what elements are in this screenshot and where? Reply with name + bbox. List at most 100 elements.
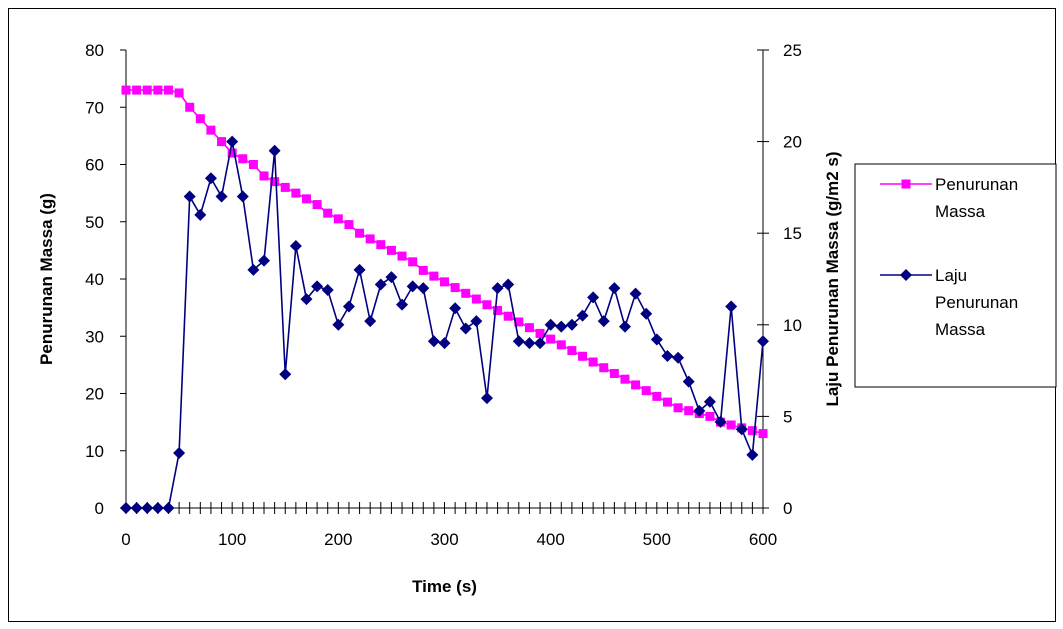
- data-point: [900, 269, 912, 281]
- data-point: [757, 335, 769, 348]
- data-point: [524, 323, 534, 333]
- data-point: [355, 228, 365, 238]
- data-point: [397, 251, 407, 261]
- data-point: [162, 502, 175, 514]
- data-point: [461, 288, 471, 298]
- data-point: [682, 375, 695, 388]
- legend: Penurunan Massa Laju Penurunan Massa: [854, 163, 1057, 388]
- data-point: [300, 293, 313, 306]
- data-point: [183, 190, 196, 203]
- data-point: [333, 214, 343, 224]
- axes: 0 100 200 300 400 500 600 0 10 20 30 40 50 60 70 80 0 5 10…: [85, 41, 802, 549]
- x-tick-label: 600: [749, 530, 777, 549]
- y2-tick-label: 10: [783, 316, 802, 335]
- data-point: [386, 245, 396, 255]
- data-point: [661, 349, 674, 362]
- data-point: [735, 423, 748, 436]
- y-tick-label: 50: [85, 213, 104, 232]
- data-point: [640, 307, 653, 320]
- legend-label: Laju: [935, 266, 967, 285]
- data-point: [417, 282, 430, 295]
- data-point: [120, 502, 132, 514]
- data-point: [672, 351, 685, 364]
- y-tick-label: 70: [85, 98, 104, 117]
- data-point: [259, 171, 269, 181]
- data-point: [705, 411, 715, 421]
- data-point: [408, 257, 418, 267]
- y2-tick-label: 15: [783, 224, 802, 243]
- data-point: [429, 271, 439, 281]
- data-point: [248, 160, 258, 169]
- data-point: [427, 335, 440, 348]
- legend-label: Penurunan: [935, 293, 1018, 312]
- series-laju-penurunan-massa: [120, 135, 769, 514]
- data-point: [576, 309, 589, 322]
- data-point: [142, 85, 152, 95]
- data-point: [503, 311, 513, 321]
- data-point: [641, 386, 651, 396]
- data-point: [673, 403, 683, 413]
- data-point: [258, 254, 271, 267]
- data-point: [215, 190, 228, 203]
- data-point: [174, 88, 184, 98]
- data-point: [312, 200, 322, 210]
- data-point: [364, 315, 377, 328]
- series-penurunan-massa: [121, 85, 768, 439]
- data-point: [555, 320, 568, 333]
- data-point: [512, 335, 525, 348]
- data-point: [587, 291, 600, 304]
- data-point: [725, 300, 738, 313]
- data-point: [608, 282, 621, 295]
- data-point: [459, 322, 472, 335]
- data-point: [534, 337, 547, 350]
- data-point: [238, 154, 248, 164]
- data-point: [227, 148, 237, 158]
- data-point: [629, 287, 642, 300]
- data-point: [217, 137, 227, 147]
- x-tick-label: 100: [218, 530, 246, 549]
- data-point: [151, 502, 164, 514]
- data-point: [567, 346, 577, 356]
- data-point: [291, 188, 301, 198]
- data-point: [353, 263, 366, 276]
- data-point: [385, 271, 398, 284]
- data-point: [236, 190, 249, 203]
- data-point: [438, 337, 451, 350]
- legend-item: Laju Penurunan Massa: [880, 266, 1018, 339]
- data-point: [194, 208, 207, 221]
- data-point: [491, 282, 504, 295]
- data-point: [195, 114, 205, 124]
- data-point: [620, 374, 630, 384]
- y-tick-label: 40: [85, 270, 104, 289]
- data-point: [321, 283, 334, 296]
- data-point: [480, 392, 493, 405]
- data-point: [565, 318, 578, 331]
- data-point: [247, 263, 260, 276]
- y2-tick-label: 0: [783, 499, 792, 518]
- data-point: [684, 406, 694, 416]
- data-point: [163, 85, 173, 95]
- data-point: [450, 283, 460, 293]
- y-tick-label: 60: [85, 156, 104, 175]
- data-point: [449, 302, 462, 315]
- data-point: [365, 234, 375, 244]
- legend-label: Massa: [935, 320, 986, 339]
- legend-item: Penurunan Massa: [880, 175, 1018, 221]
- y2-tick-label: 20: [783, 133, 802, 152]
- data-point: [693, 404, 706, 417]
- data-point: [714, 415, 727, 428]
- data-point: [153, 85, 163, 95]
- data-point: [544, 318, 557, 331]
- data-point: [226, 135, 239, 148]
- data-point: [471, 294, 481, 304]
- x-tick-label: 200: [324, 530, 352, 549]
- data-point: [662, 397, 672, 407]
- data-point: [470, 315, 483, 328]
- data-point: [758, 429, 768, 439]
- data-point: [618, 320, 631, 333]
- data-point: [578, 351, 588, 361]
- data-point: [631, 380, 641, 390]
- x-tick-label: 0: [121, 530, 130, 549]
- y-axis-title: Penurunan Massa (g): [37, 193, 56, 365]
- y2-tick-label: 5: [783, 407, 792, 426]
